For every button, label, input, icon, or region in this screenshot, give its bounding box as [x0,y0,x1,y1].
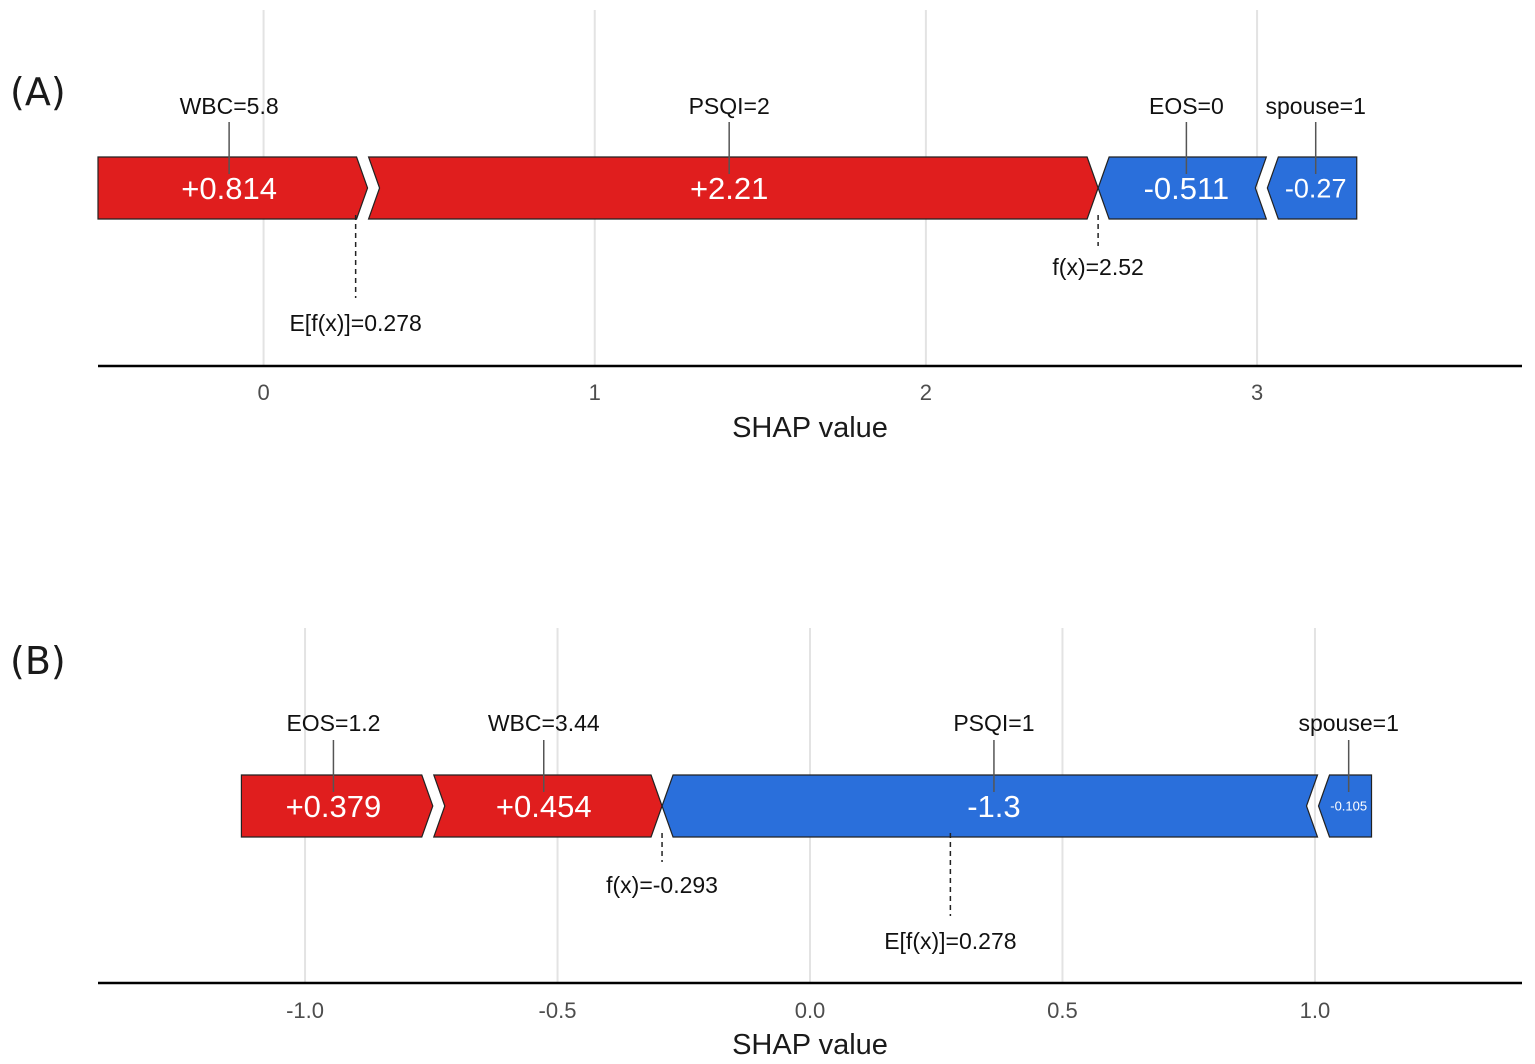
base-value-label: E[f(x)]=0.278 [884,928,1016,954]
x-tick-label: 0 [257,380,269,405]
x-tick-label: -0.5 [539,998,577,1023]
feature-label: spouse=1 [1298,710,1398,736]
panel-label: (B) [10,639,66,683]
shap-segment-negative [1266,156,1358,220]
shap-value-label: +2.21 [690,171,768,206]
x-tick-label: 3 [1251,380,1263,405]
x-tick-label: 1 [589,380,601,405]
fx-label: f(x)=2.52 [1052,254,1143,280]
x-axis-title: SHAP value [732,412,888,444]
panel-a: 0 1 2 3 SHAP value (A) +0.814 WBC=5.8 +2.21 PSQI=… [10,10,1522,444]
x-tick-label: -1.0 [286,998,324,1023]
shap-segment-positive [240,774,434,838]
x-tick-label: 1.0 [1300,998,1331,1023]
fx-label: f(x)=-0.293 [606,872,718,898]
shap-value-label: +0.379 [286,789,382,824]
feature-label: spouse=1 [1266,93,1366,119]
feature-label: WBC=3.44 [488,710,600,736]
x-tick-label: 0.0 [795,998,826,1023]
shap-segment-positive [97,156,369,220]
feature-label: PSQI=2 [689,93,770,119]
panel-b: -1.0 -0.5 0.0 0.5 1.0 SHAP value (B) +0.379 EOS=… [10,628,1522,1061]
shap-segment-positive [367,156,1099,220]
shap-value-label: +0.454 [496,789,592,824]
feature-label: EOS=1.2 [286,710,380,736]
shap-segment-negative [661,774,1319,838]
feature-label: PSQI=1 [953,710,1034,736]
shap-value-label: -1.3 [967,789,1020,824]
shap-value-label: +0.814 [181,171,277,206]
feature-label: WBC=5.8 [180,93,279,119]
shap-value-label: -0.27 [1285,174,1347,204]
x-axis-title: SHAP value [732,1029,888,1061]
x-tick-label: 2 [920,380,932,405]
shap-segment-positive [432,774,663,838]
x-tick-label: 0.5 [1047,998,1078,1023]
shap-segment-negative [1097,156,1268,220]
feature-label: EOS=0 [1149,93,1224,119]
base-value-label: E[f(x)]=0.278 [289,310,421,336]
shap-segment-negative [1317,774,1373,838]
shap-value-label: -0.105 [1330,799,1367,814]
shap-value-label: -0.511 [1144,171,1230,206]
panel-label: (A) [10,70,66,114]
